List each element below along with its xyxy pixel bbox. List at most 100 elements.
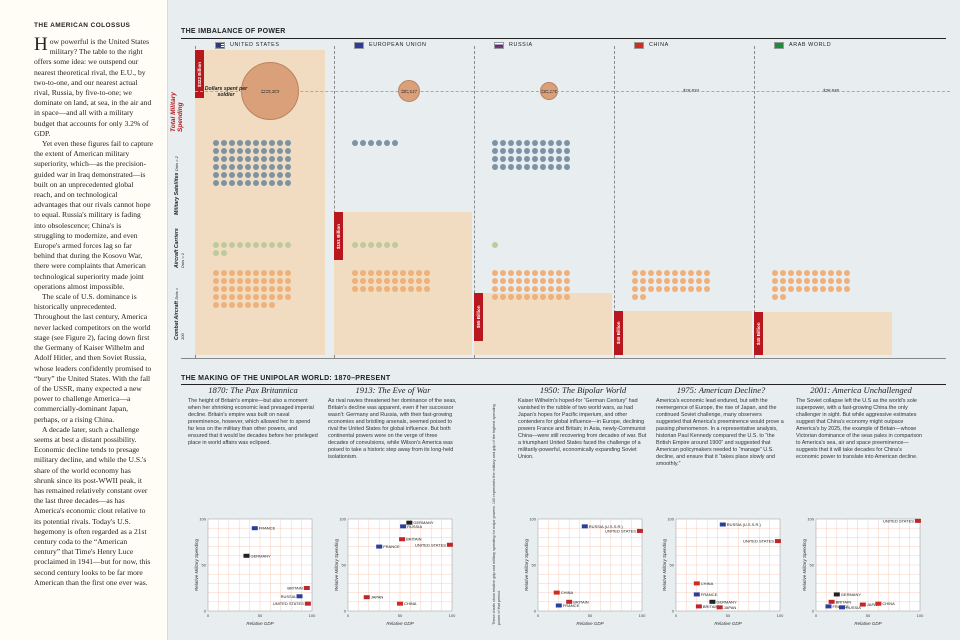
- making-title: THE MAKING OF THE UNIPOLAR WORLD: 1870–P…: [181, 375, 391, 382]
- dot: [261, 148, 267, 154]
- ru-flag-icon: [494, 41, 504, 49]
- dot: [828, 286, 834, 292]
- dot: [664, 286, 670, 292]
- dot: [245, 156, 251, 162]
- dot: [376, 270, 382, 276]
- y-axis-label: Relative Military Spending: [194, 538, 199, 591]
- dot: [564, 148, 570, 154]
- x-axis-label: Relative GDP: [854, 621, 881, 625]
- dot: [269, 180, 275, 186]
- y-axis-label: Relative Military Spending: [802, 538, 807, 591]
- dot: [548, 140, 554, 146]
- dot: [844, 270, 850, 276]
- dot: [253, 164, 259, 170]
- dot: [524, 270, 530, 276]
- dot: [508, 164, 514, 170]
- dot: [564, 294, 570, 300]
- dot: [229, 140, 235, 146]
- dot: [221, 294, 227, 300]
- column-divider: [334, 46, 335, 358]
- dot: [221, 302, 227, 308]
- dot: [820, 286, 826, 292]
- column-header: ARAB WORLD: [774, 38, 831, 52]
- per-soldier-value: $18,834: [683, 88, 699, 93]
- country-label: FRANCE: [701, 592, 718, 597]
- eu-flag-icon: [354, 41, 364, 49]
- us-flag-icon: [914, 518, 921, 523]
- dot: [245, 302, 251, 308]
- dollars-per-soldier-label: Dollars spent per soldier: [204, 86, 248, 98]
- dot: [532, 278, 538, 284]
- era-title: 1975: American Decline?: [676, 385, 766, 395]
- carriers-sub: Dots = 1: [180, 252, 185, 268]
- dot: [492, 286, 498, 292]
- dot: [828, 278, 834, 284]
- dot: [424, 278, 430, 284]
- dot: [828, 270, 834, 276]
- dot: [245, 172, 251, 178]
- dot: [277, 164, 283, 170]
- dot: [408, 278, 414, 284]
- era-description: Kaiser Wilhelm's hoped-for “German Centu…: [518, 398, 647, 460]
- dot: [648, 286, 654, 292]
- dot: [229, 180, 235, 186]
- aircraft-dots: [772, 270, 850, 300]
- dot: [261, 278, 267, 284]
- country-label: JAPAN: [371, 595, 384, 600]
- dot: [392, 286, 398, 292]
- dot: [400, 286, 406, 292]
- x-axis-label: Relative GDP: [714, 621, 741, 625]
- dot: [213, 278, 219, 284]
- dot: [540, 140, 546, 146]
- x-tick-label: 50: [866, 613, 871, 618]
- dot: [213, 172, 219, 178]
- column-divider: [474, 46, 475, 358]
- dot: [640, 294, 646, 300]
- country-label: CHINA: [561, 590, 574, 595]
- dot: [261, 164, 267, 170]
- dot: [237, 172, 243, 178]
- dot: [408, 270, 414, 276]
- dot: [564, 140, 570, 146]
- dot: [524, 294, 530, 300]
- dot: [277, 140, 283, 146]
- column-name: EUROPEAN UNION: [369, 42, 427, 48]
- dot: [796, 286, 802, 292]
- x-tick-label: 100: [777, 613, 784, 618]
- dot: [540, 156, 546, 162]
- dot: [556, 278, 562, 284]
- dot: [804, 270, 810, 276]
- dot: [492, 148, 498, 154]
- dot: [656, 270, 662, 276]
- country-label: JAPAN: [724, 605, 737, 610]
- dot: [221, 250, 227, 256]
- dot: [540, 278, 546, 284]
- x-tick-label: 50: [726, 613, 731, 618]
- country-label: RUSSIA (U.S.S.R.): [727, 522, 762, 527]
- dot: [516, 156, 522, 162]
- dot: [704, 286, 710, 292]
- dot: [812, 286, 818, 292]
- dot: [213, 286, 219, 292]
- x-tick-label: 50: [398, 613, 403, 618]
- dot: [508, 156, 514, 162]
- dot: [704, 270, 710, 276]
- dot: [392, 278, 398, 284]
- making-title-rule: [181, 384, 946, 385]
- dot: [360, 140, 366, 146]
- x-tick-label: 100: [309, 613, 316, 618]
- dot: [392, 242, 398, 248]
- dot: [237, 302, 243, 308]
- dot: [516, 286, 522, 292]
- era-title: 1870: The Pax Britannica: [208, 385, 298, 395]
- satellite-dots: [352, 140, 430, 146]
- ar-flag-icon: [774, 41, 784, 49]
- dot: [221, 148, 227, 154]
- dot: [261, 140, 267, 146]
- dot: [237, 156, 243, 162]
- aircraft-dots: [492, 270, 570, 300]
- y-tick-label: 100: [529, 517, 536, 522]
- dot: [269, 278, 275, 284]
- x-axis-label: Relative GDP: [246, 621, 273, 625]
- column-name: CHINA: [649, 42, 669, 48]
